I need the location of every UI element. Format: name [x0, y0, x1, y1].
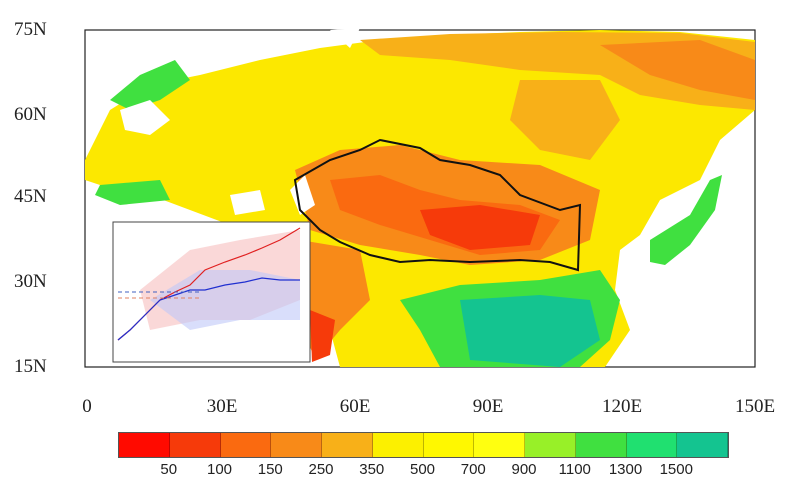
lon-label: 150E [734, 396, 776, 417]
colorbar [118, 432, 729, 458]
colorbar-swatch [423, 433, 475, 457]
colorbar-swatch [119, 433, 170, 457]
lat-label: 60N [14, 104, 47, 125]
colorbar-label: 1500 [659, 461, 693, 478]
colorbar-label: 900 [511, 461, 537, 478]
colorbar-label: 1300 [608, 461, 643, 478]
lat-label: 15N [14, 356, 47, 377]
lat-label: 75N [14, 19, 47, 40]
colorbar-label: 350 [359, 461, 385, 478]
lat-label: 30N [14, 271, 47, 292]
lat-label: 45N [14, 186, 47, 207]
lon-label: 120E [601, 396, 643, 417]
colorbar-swatch [322, 433, 373, 457]
colorbar-swatch [220, 433, 272, 457]
colorbar-swatch [271, 433, 322, 457]
colorbar-label: 1100 [558, 461, 591, 478]
land-fill [85, 28, 755, 367]
colorbar-label: 250 [308, 461, 334, 478]
lon-label: 60E [339, 396, 371, 417]
colorbar-swatch [677, 433, 728, 457]
colorbar-label: 100 [206, 461, 233, 478]
colorbar-swatch [372, 433, 424, 457]
colorbar-label: 500 [409, 461, 436, 478]
colorbar-label: 700 [460, 461, 486, 478]
lon-label: 0 [82, 396, 92, 417]
colorbar-label: 150 [257, 461, 283, 478]
lon-label: 90E [472, 396, 504, 417]
lon-label: 30E [206, 396, 238, 417]
colorbar-swatch [626, 433, 678, 457]
colorbar-swatch [575, 433, 627, 457]
colorbar-swatch [525, 433, 576, 457]
colorbar-label: 50 [160, 461, 178, 478]
inset-timeseries [112, 221, 311, 363]
study-region-boundary [293, 138, 582, 272]
colorbar-swatch [169, 433, 221, 457]
colorbar-swatch [474, 433, 525, 457]
